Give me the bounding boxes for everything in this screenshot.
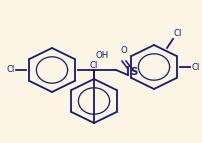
Text: Cl: Cl bbox=[174, 29, 182, 38]
Text: S: S bbox=[130, 67, 137, 77]
Text: Cl: Cl bbox=[191, 62, 199, 72]
Text: Cl: Cl bbox=[7, 65, 15, 75]
Text: Cl: Cl bbox=[90, 61, 98, 70]
Text: O: O bbox=[121, 46, 127, 55]
Text: OH: OH bbox=[96, 51, 109, 60]
